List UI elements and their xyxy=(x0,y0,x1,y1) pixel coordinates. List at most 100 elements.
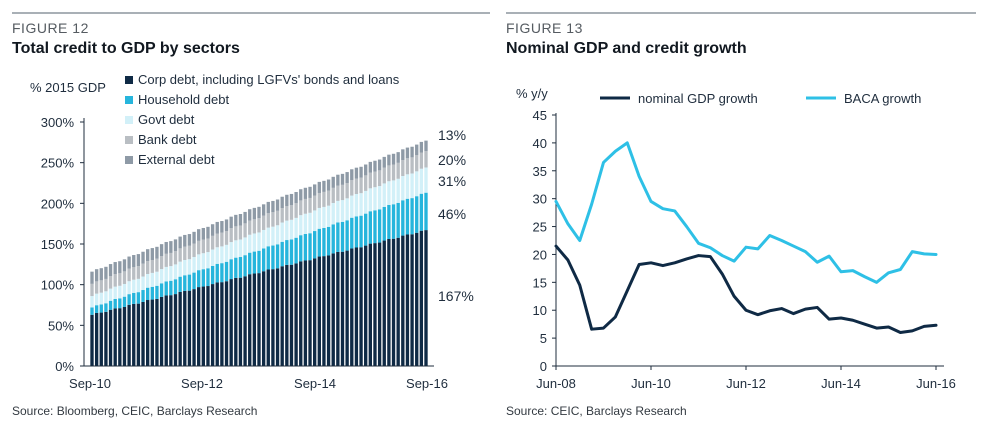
bar-bank xyxy=(326,190,331,206)
bar-govt xyxy=(252,233,257,252)
bar-household xyxy=(299,235,303,262)
x-tick-label: Jun-12 xyxy=(726,376,766,391)
bar-household xyxy=(132,292,136,304)
bar-external xyxy=(401,149,405,161)
bar-govt xyxy=(94,293,99,306)
bar-household xyxy=(113,298,117,309)
bar-bank xyxy=(261,215,266,230)
bar-household xyxy=(122,296,127,307)
y-tick-label: 250% xyxy=(41,156,75,171)
bar-corp xyxy=(415,232,419,366)
bar-corp xyxy=(387,238,391,366)
bar-corp xyxy=(308,260,312,366)
y-tick-label: 100% xyxy=(41,278,75,293)
bar-external xyxy=(113,262,117,275)
bar-bank xyxy=(382,167,386,184)
y-tick-label: 50% xyxy=(48,318,74,333)
bar-corp xyxy=(424,230,428,366)
bar-corp xyxy=(215,282,219,366)
bar-household xyxy=(275,244,280,269)
bar-household xyxy=(127,294,131,305)
bar-household xyxy=(354,216,359,248)
bar-corp xyxy=(238,277,243,366)
bar-household xyxy=(391,204,396,239)
bar-corp xyxy=(285,264,289,366)
bar-external xyxy=(303,187,308,199)
bar-external xyxy=(359,166,363,178)
bar-bank xyxy=(275,210,280,226)
bar-govt xyxy=(313,210,317,232)
bar-govt xyxy=(364,190,368,214)
bar-external xyxy=(299,189,303,201)
bar-govt xyxy=(326,205,331,227)
bar-bank xyxy=(317,192,321,208)
end-label: 13% xyxy=(438,127,466,143)
bar-govt xyxy=(303,213,308,234)
bar-external xyxy=(164,241,168,254)
bar-bank xyxy=(127,268,131,282)
bar-external xyxy=(280,196,284,208)
x-tick-label: Sep-16 xyxy=(406,376,448,391)
bar-household xyxy=(331,224,335,254)
legend-label-external: External debt xyxy=(138,152,215,167)
bar-bank xyxy=(415,155,419,172)
bar-govt xyxy=(391,180,396,205)
bar-corp xyxy=(271,269,275,366)
bar-household xyxy=(104,303,108,312)
bar-bank xyxy=(224,230,229,245)
bar-external xyxy=(368,161,372,173)
bar-bank xyxy=(350,180,354,196)
bar-bank xyxy=(220,232,224,247)
bar-household xyxy=(183,275,187,291)
bar-govt xyxy=(141,276,145,291)
bar-govt xyxy=(220,246,224,264)
bar-external xyxy=(322,180,326,192)
bar-corp xyxy=(252,273,257,366)
bar-corp xyxy=(373,243,377,366)
bar-govt xyxy=(104,291,108,304)
bar-household xyxy=(187,274,192,291)
bar-govt xyxy=(368,188,372,212)
bar-corp xyxy=(326,255,331,366)
bar-household xyxy=(396,202,400,238)
bar-household xyxy=(150,286,154,300)
bar-bank xyxy=(396,162,400,179)
bar-external xyxy=(150,248,154,260)
bar-household xyxy=(118,298,122,309)
bar-govt xyxy=(382,183,386,207)
bar-bank xyxy=(373,171,377,188)
legend-label-gdp: nominal GDP growth xyxy=(638,91,758,106)
bar-bank xyxy=(132,267,136,280)
bar-external xyxy=(405,147,410,159)
bar-household xyxy=(155,285,159,299)
bar-govt xyxy=(234,240,238,258)
bar-govt xyxy=(331,202,335,225)
bar-corp xyxy=(350,248,354,366)
bar-household xyxy=(364,213,368,246)
bar-govt xyxy=(257,232,261,251)
legend-label-govt: Govt debt xyxy=(138,112,195,127)
bar-govt xyxy=(401,176,405,201)
bar-govt xyxy=(410,173,414,199)
bar-household xyxy=(373,210,377,244)
bar-external xyxy=(224,219,229,231)
bar-corp xyxy=(197,287,201,366)
bar-govt xyxy=(215,247,219,264)
bar-household xyxy=(387,204,391,239)
bar-govt xyxy=(238,239,243,258)
bar-bank xyxy=(377,170,382,187)
bar-external xyxy=(382,156,386,168)
bar-bank xyxy=(322,191,326,207)
bar-bank xyxy=(210,235,215,250)
bar-corp xyxy=(336,251,340,366)
bar-bank xyxy=(405,158,410,175)
y-tick-label: 300% xyxy=(41,115,75,130)
bar-bank xyxy=(419,152,424,169)
bar-govt xyxy=(127,281,131,295)
bar-govt xyxy=(132,279,136,293)
bar-govt xyxy=(359,193,363,216)
end-label: 20% xyxy=(438,152,466,168)
bar-govt xyxy=(229,242,233,260)
bar-bank xyxy=(136,266,141,279)
bar-bank xyxy=(118,273,122,286)
